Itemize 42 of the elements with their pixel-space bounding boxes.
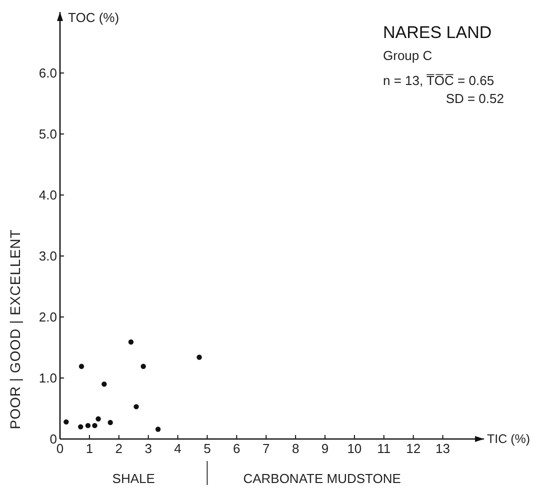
x-axis-title: TIC (%) [487,432,530,446]
x-tick-label: 13 [436,441,450,456]
x-tick-label: 8 [292,441,300,456]
point [85,422,91,428]
x-tick-label: 6 [233,441,240,456]
y-tick-label: 0 [50,432,57,446]
x-tick-label: 1 [86,441,94,456]
point [92,422,98,428]
y-tick-label: 1.0 [38,370,57,386]
x-tick-label: 9 [321,441,329,456]
text: SHALE [112,471,156,486]
point [102,382,107,387]
x-tick-label: 7 [262,441,270,456]
y-axis-title: TOC (%) [68,10,120,25]
point [108,420,113,426]
y-tick-label: 4.0 [38,188,57,202]
point [196,354,202,360]
x-tick-label: 11 [377,441,391,456]
point [155,426,161,432]
x-tick-label: 2 [115,441,123,456]
y-tick-label: 2.0 [38,310,57,324]
x-tick-label: 10 [347,441,362,456]
point [78,424,84,430]
text: Group C [383,48,432,63]
point [96,416,101,422]
annotation: SD = 0.52 [446,91,504,106]
x-tick-label: 5 [204,441,211,456]
y-tick-label: 3.0 [38,248,57,264]
text: NARES LAND [383,23,492,42]
x-tick-label: 12 [406,441,421,456]
point [64,419,69,425]
text: POOR | GOOD | EXCELLENT [7,229,23,430]
point [78,364,84,370]
x-tick-label: 4 [174,441,182,456]
annotation: n = 13, T̅O̅C̅ = 0.65 [383,73,494,88]
y-tick-label: 5.0 [38,126,57,142]
point [134,404,139,410]
y-tick-label: 6.0 [38,66,57,80]
text: CARBONATE MUDSTONE [243,471,402,486]
x-tick-label: 3 [144,441,152,456]
point [140,364,146,370]
point [128,339,134,345]
